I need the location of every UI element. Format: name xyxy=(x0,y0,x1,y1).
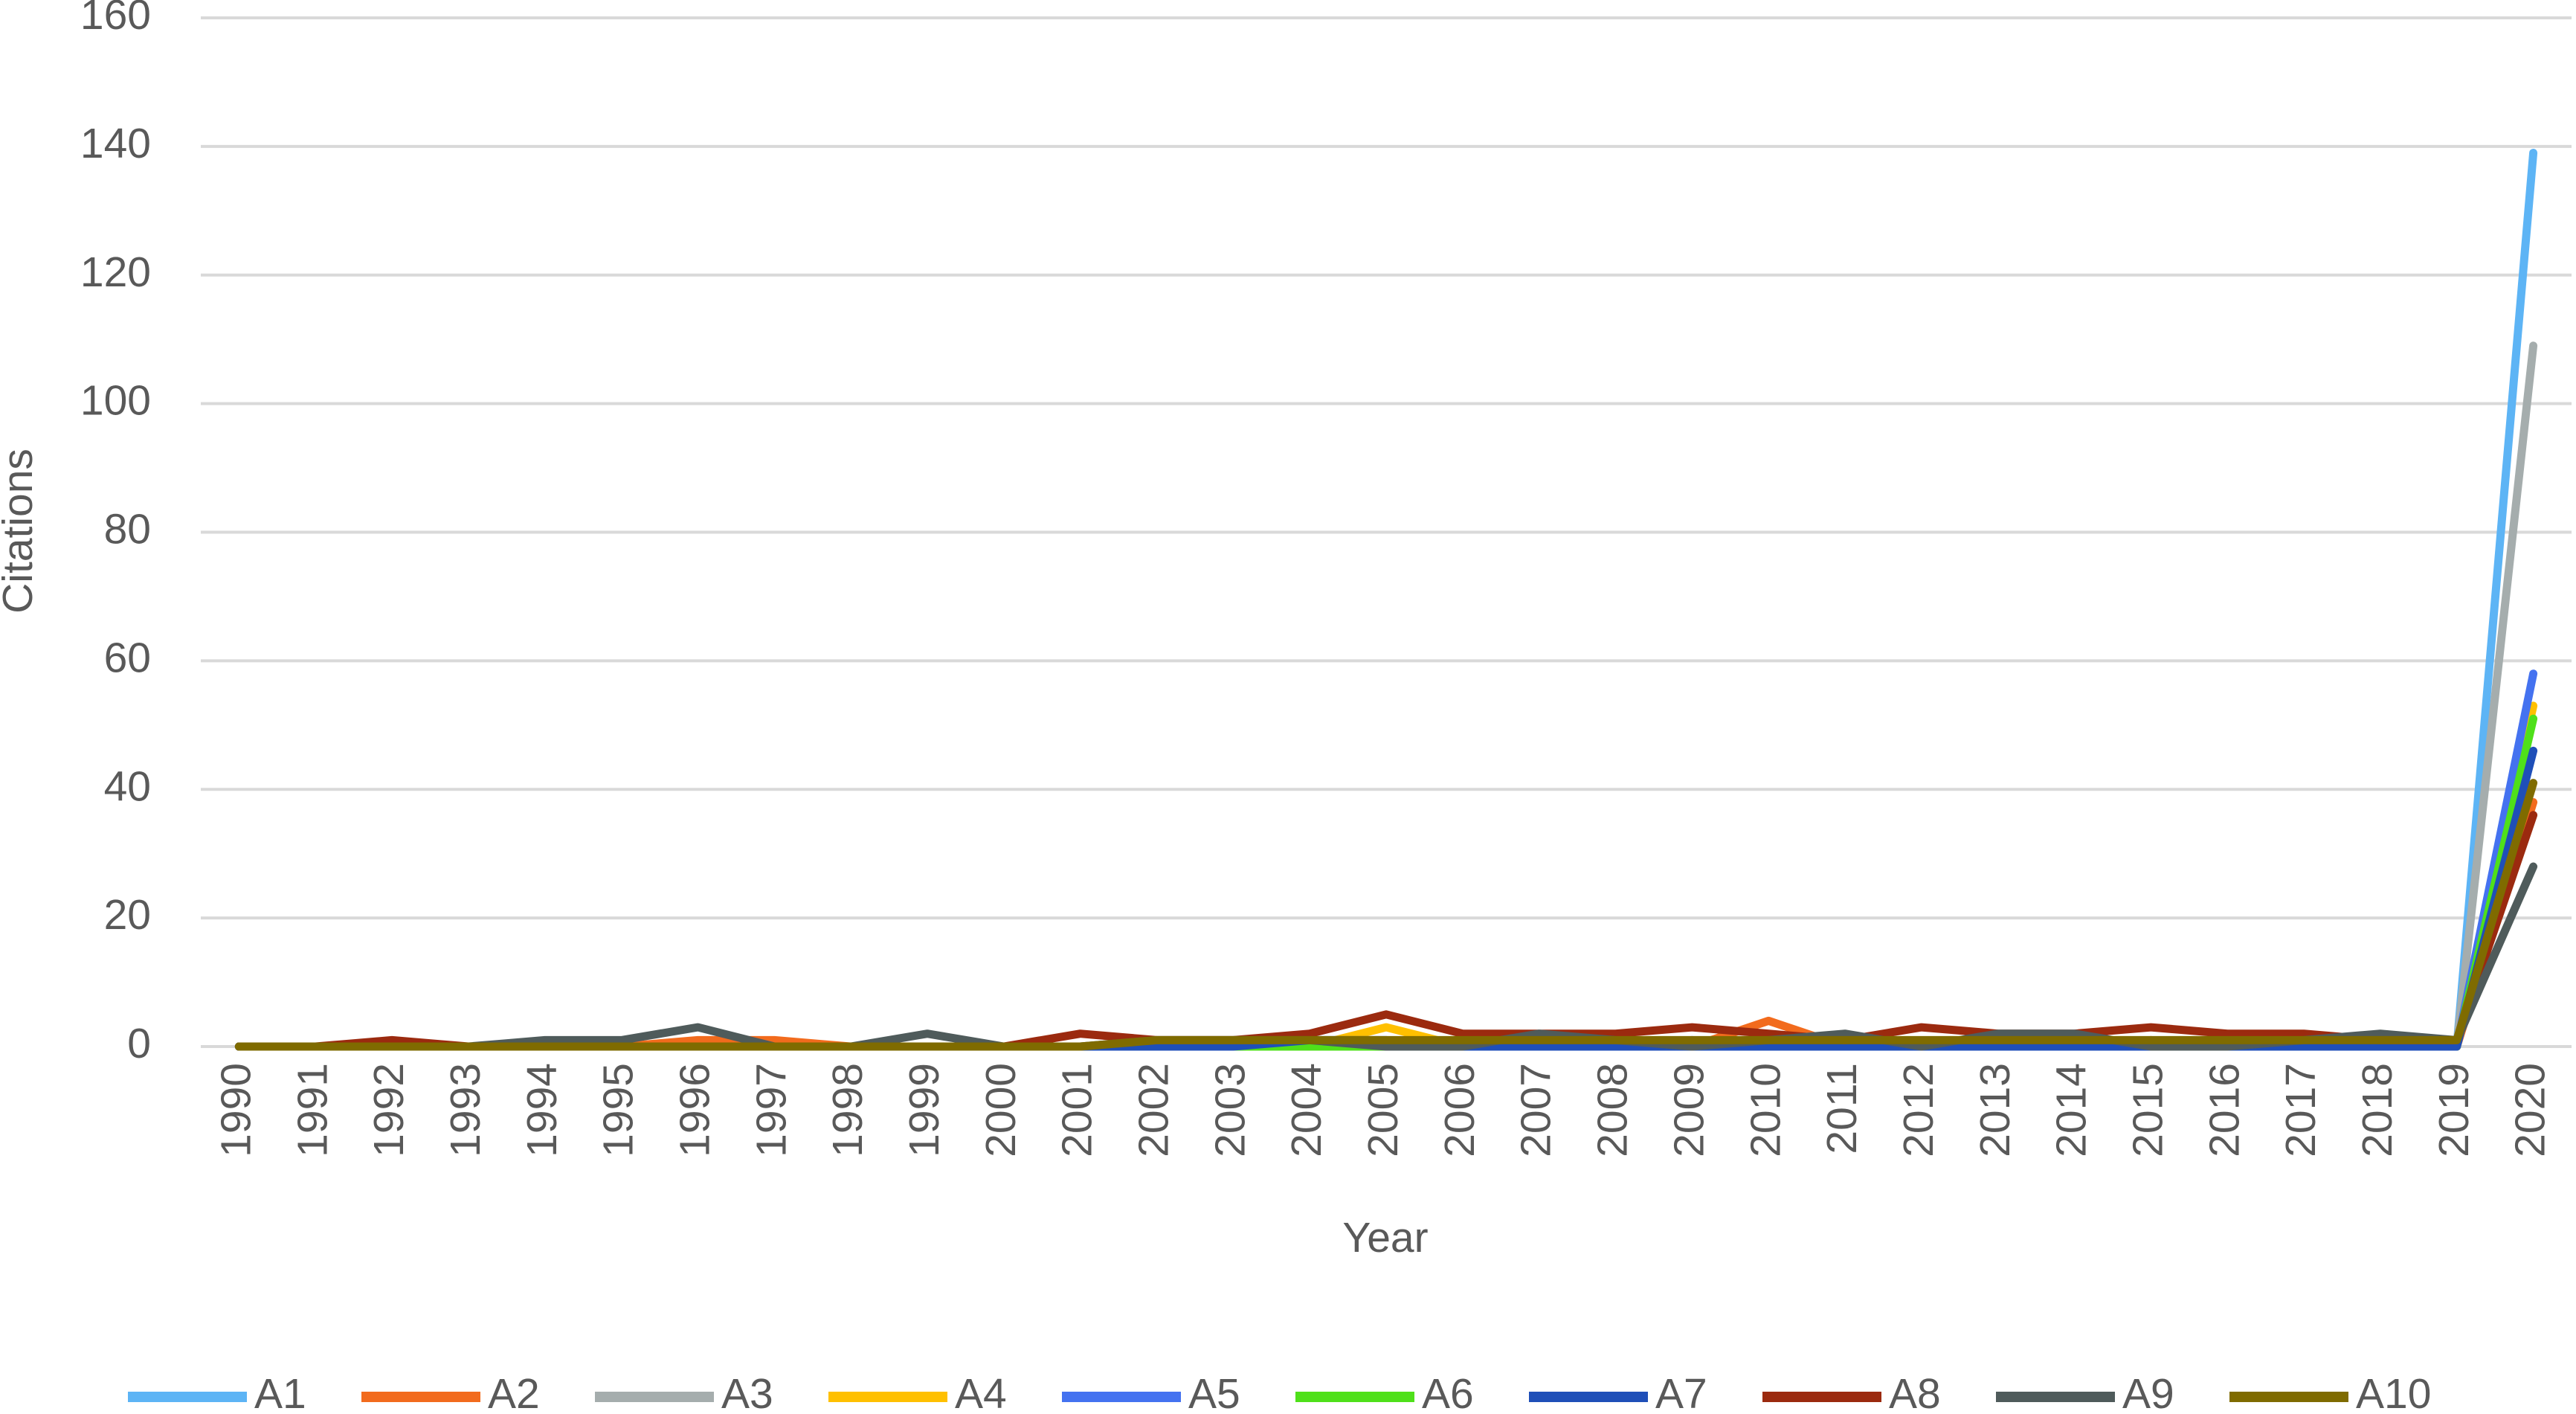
line-series xyxy=(234,669,2538,1051)
x-tick-label: 2017 xyxy=(2277,1063,2325,1157)
legend-label: A1 xyxy=(254,1370,306,1414)
x-tick-label: 2003 xyxy=(1206,1063,1254,1157)
y-tick-label: 160 xyxy=(80,0,151,39)
x-tick-label: 1995 xyxy=(595,1063,643,1157)
x-tick-label: 2007 xyxy=(1513,1063,1560,1157)
x-tick-label: 2008 xyxy=(1589,1063,1637,1157)
line-series xyxy=(234,862,2538,1051)
x-tick-label: 1994 xyxy=(518,1063,566,1157)
line-series xyxy=(234,701,2538,1051)
x-tick-label: 2004 xyxy=(1283,1063,1330,1157)
legend-label: A2 xyxy=(488,1370,540,1414)
x-tick-label: 2000 xyxy=(977,1063,1025,1157)
legend-label: A4 xyxy=(955,1370,1007,1414)
y-tick-label: 120 xyxy=(80,248,151,296)
x-tick-label: 1993 xyxy=(442,1063,489,1157)
x-tick-label: 2012 xyxy=(1895,1063,1942,1157)
y-tick-label: 140 xyxy=(80,120,151,167)
x-tick-label: 2006 xyxy=(1436,1063,1484,1157)
x-tick-label: 1992 xyxy=(365,1063,413,1157)
legend-label: A6 xyxy=(1422,1370,1474,1414)
line-series xyxy=(234,341,2538,1051)
line-series xyxy=(234,149,2538,1051)
x-tick-label: 2020 xyxy=(2507,1063,2554,1157)
x-tick-label: 2001 xyxy=(1054,1063,1101,1157)
x-tick-label: 2010 xyxy=(1742,1063,1789,1157)
x-tick-label: 2011 xyxy=(1818,1063,1866,1154)
line-series xyxy=(234,746,2538,1051)
x-tick-label: 2005 xyxy=(1359,1063,1407,1157)
line-series xyxy=(234,714,2538,1051)
x-tick-label: 2018 xyxy=(2354,1063,2401,1157)
legend-label: A10 xyxy=(2356,1370,2431,1414)
x-tick-label: 2009 xyxy=(1665,1063,1713,1157)
legend-label: A5 xyxy=(1188,1370,1240,1414)
legend-label: A3 xyxy=(721,1370,773,1414)
x-tick-label: 1996 xyxy=(672,1063,719,1157)
x-tick-label: 2013 xyxy=(1971,1063,2019,1157)
y-axis-title: Citations xyxy=(0,449,42,614)
legend-label: A8 xyxy=(1889,1370,1941,1414)
x-tick-label: 2014 xyxy=(2048,1063,2096,1157)
y-tick-label: 40 xyxy=(104,762,151,810)
line-series xyxy=(234,798,2538,1051)
x-tick-label: 2015 xyxy=(2124,1063,2171,1157)
x-tick-label: 2019 xyxy=(2430,1063,2478,1157)
x-tick-label: 1999 xyxy=(901,1063,948,1157)
line-series xyxy=(234,779,2538,1051)
x-tick-label: 1997 xyxy=(747,1063,795,1157)
x-tick-label: 1991 xyxy=(289,1063,336,1157)
legend-label: A9 xyxy=(2122,1370,2174,1414)
y-tick-label: 60 xyxy=(104,634,151,681)
y-tick-label: 0 xyxy=(127,1020,151,1067)
x-tick-label: 1990 xyxy=(212,1063,260,1157)
line-series xyxy=(234,811,2538,1051)
x-tick-label: 2016 xyxy=(2200,1063,2248,1157)
y-tick-label: 80 xyxy=(104,506,151,553)
x-axis-title: Year xyxy=(1342,1214,1428,1262)
y-tick-label: 20 xyxy=(104,891,151,939)
x-tick-label: 2002 xyxy=(1130,1063,1178,1157)
legend-label: A7 xyxy=(1655,1370,1707,1414)
y-tick-label: 100 xyxy=(80,377,151,425)
x-tick-label: 1998 xyxy=(824,1063,872,1157)
